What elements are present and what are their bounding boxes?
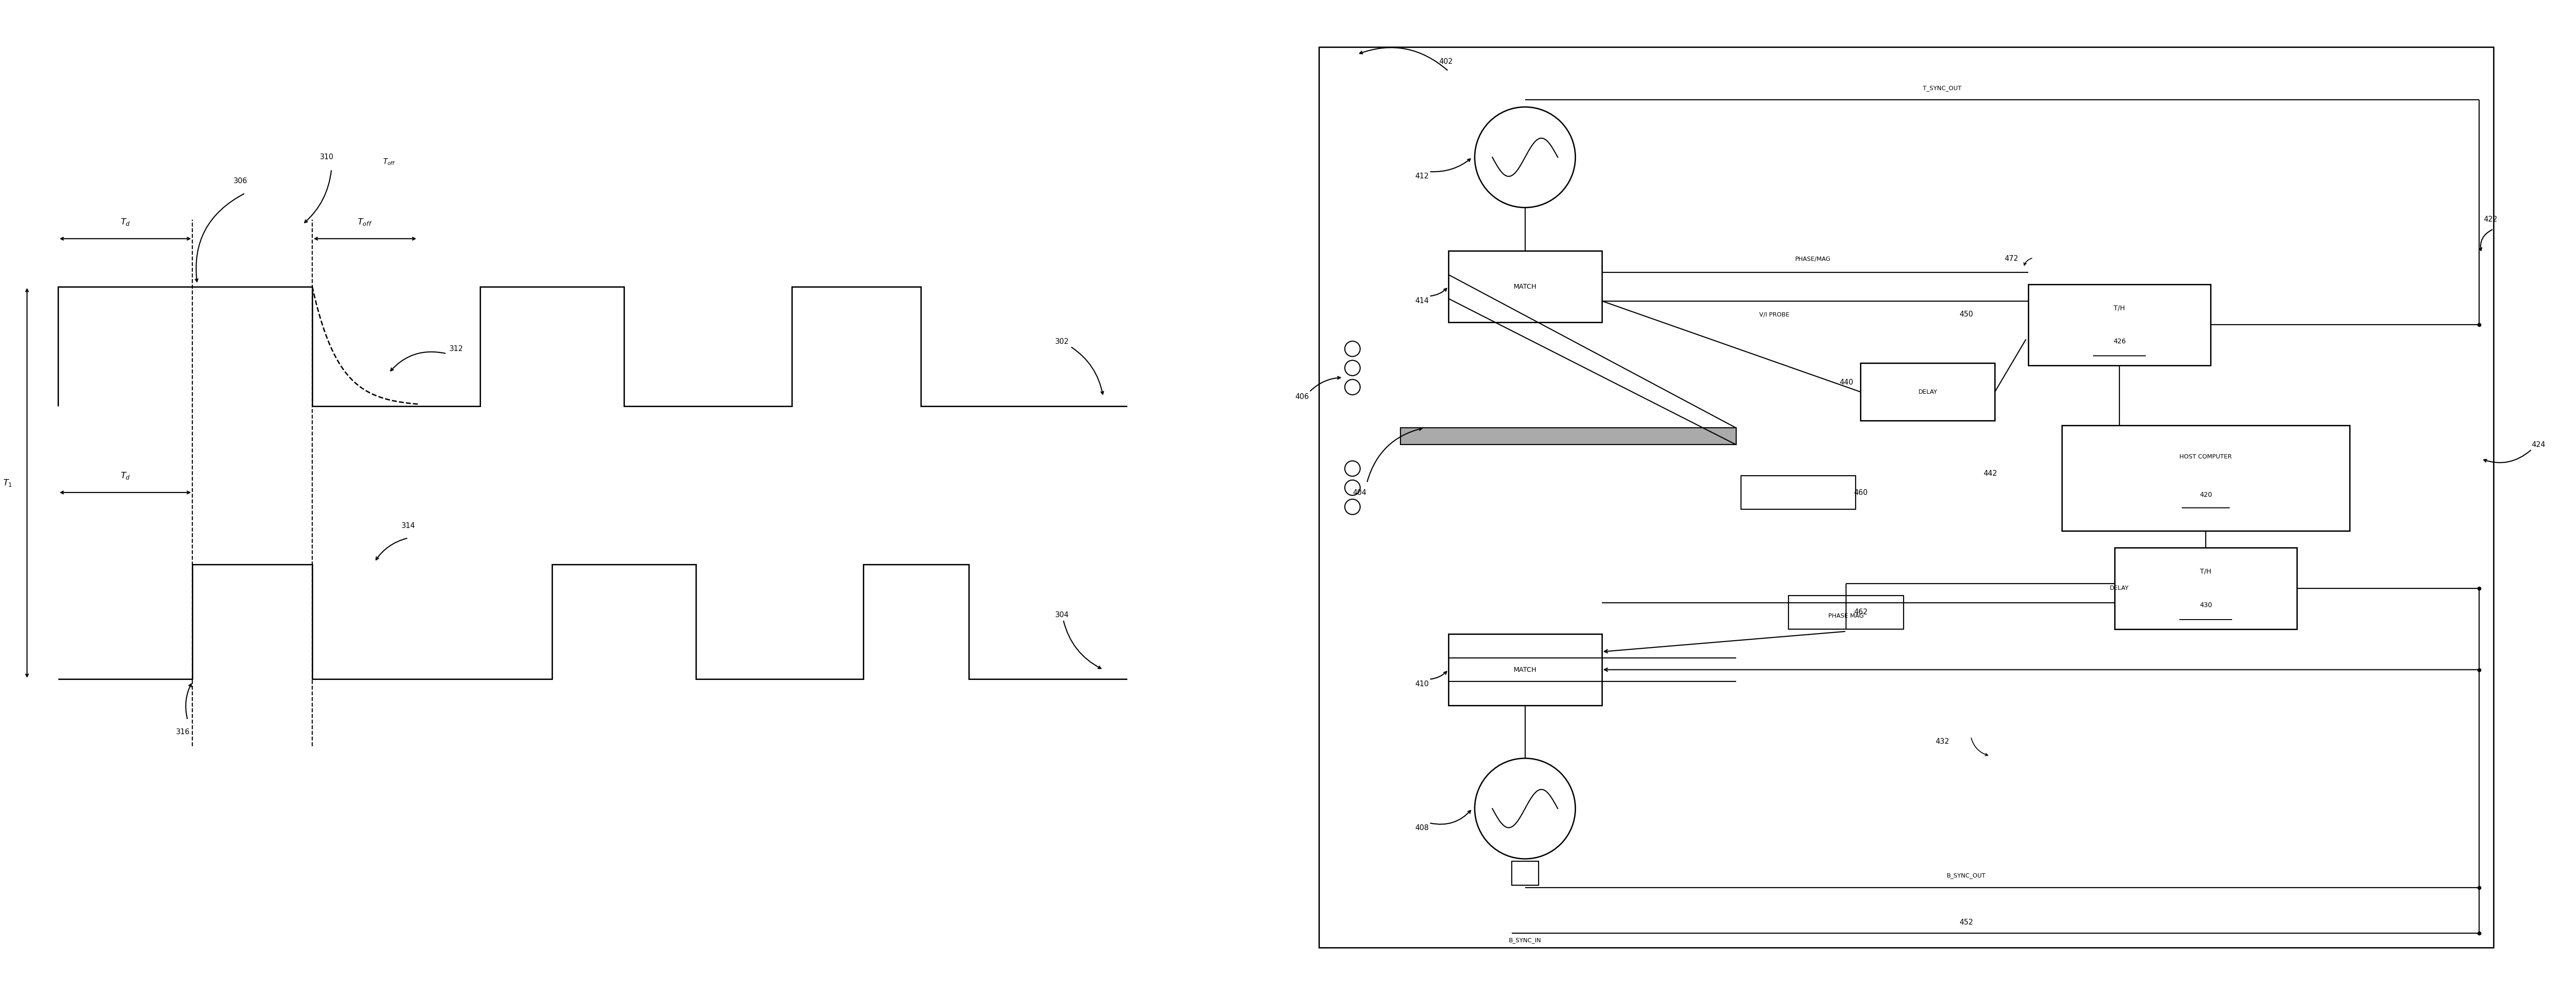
Text: 408: 408 [1414,824,1430,832]
Bar [2115,548,2298,629]
Text: MATCH: MATCH [1515,666,1538,673]
Text: 410: 410 [1414,680,1430,687]
Text: 402: 402 [1440,58,1453,65]
Text: 302: 302 [1056,339,1103,394]
Text: $T_d$: $T_d$ [121,471,131,480]
Bar [1741,476,1855,509]
Text: B_SYNC_IN: B_SYNC_IN [1510,937,1540,943]
Text: PHASE MAG: PHASE MAG [1829,613,1865,620]
Text: 314: 314 [402,523,415,530]
Text: 462: 462 [1855,609,1868,616]
Text: $T_d$: $T_d$ [121,217,131,227]
Text: 420: 420 [2200,492,2213,498]
Text: 310: 310 [319,153,332,161]
Text: HOST COMPUTER: HOST COMPUTER [2179,453,2231,460]
Text: T/H: T/H [2200,568,2210,575]
Bar [1448,251,1602,323]
Text: 432: 432 [1935,738,1950,745]
Text: $T_1$: $T_1$ [3,478,13,488]
Text: T/H: T/H [2115,305,2125,312]
Text: 450: 450 [1960,311,1973,318]
Text: 304: 304 [1056,612,1100,668]
Bar [1401,428,1736,444]
Text: $T_{off}$: $T_{off}$ [358,217,374,227]
Text: T_SYNC_OUT: T_SYNC_OUT [1922,85,1960,91]
Text: 406: 406 [1296,393,1309,400]
Text: 312: 312 [448,346,464,353]
Text: B_SYNC_OUT: B_SYNC_OUT [1947,872,1986,878]
Text: DELAY: DELAY [2110,586,2128,592]
Bar [1512,862,1538,885]
Bar [1788,596,1904,629]
Text: DELAY: DELAY [1919,388,1937,395]
Text: PHASE/MAG: PHASE/MAG [1795,256,1832,262]
Text: $T_{off}$: $T_{off}$ [384,157,394,166]
Text: 426: 426 [2112,339,2125,345]
Bar [1860,364,1994,420]
Text: 440: 440 [1839,378,1852,385]
Text: 452: 452 [1960,919,1973,926]
Text: V/I PROBE: V/I PROBE [1759,311,1790,318]
Text: MATCH: MATCH [1515,283,1538,290]
Bar [1448,633,1602,705]
Text: 422: 422 [2483,216,2499,223]
Bar [1319,47,2494,947]
Bar [2027,284,2210,366]
Text: 472: 472 [2004,255,2017,262]
Text: 414: 414 [1414,298,1430,305]
Text: 306: 306 [234,177,247,185]
Text: 460: 460 [1855,489,1868,496]
Bar [2061,425,2349,531]
Text: 424: 424 [2532,441,2545,448]
Text: 316: 316 [175,728,191,735]
Text: 442: 442 [1984,470,1996,477]
Text: 430: 430 [2200,602,2213,609]
Text: 404: 404 [1352,489,1365,496]
Text: 412: 412 [1414,173,1430,180]
